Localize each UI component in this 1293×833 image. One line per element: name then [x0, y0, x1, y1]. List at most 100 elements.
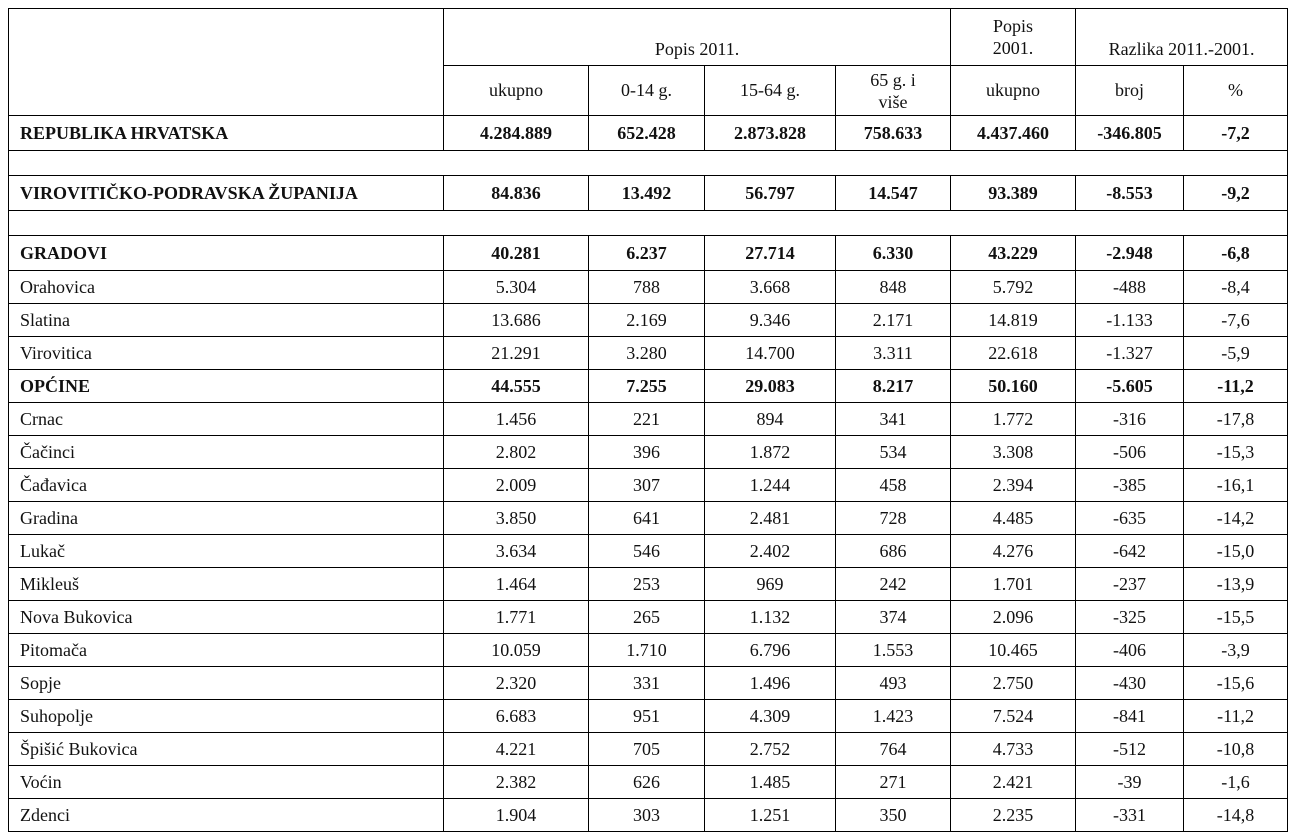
data-row: Gradina 3.850 641 2.481 728 4.485 -635 -14,2 — [8, 501, 1289, 535]
row-label: Pitomača — [8, 633, 444, 667]
data-row: Mikleuš 1.464 253 969 242 1.701 -237 -13,9 — [8, 567, 1289, 601]
cell-value: -512 — [1075, 732, 1185, 766]
column-header: ukupno — [443, 65, 589, 116]
table-body: Popis 2011. Popis 2001. Razlika 2011.-20… — [7, 8, 1289, 832]
cell-value: 303 — [588, 798, 705, 832]
data-row: Suhopolje 6.683 951 4.309 1.423 7.524 -841 -11,… — [8, 699, 1289, 733]
header-row: Popis 2011. Popis 2001. Razlika 2011.-20… — [8, 8, 1289, 116]
cell-value: 3.634 — [443, 534, 589, 568]
cell-value: 1.701 — [950, 567, 1077, 601]
cell-value: 14.819 — [950, 303, 1077, 337]
cell-value: 626 — [588, 765, 705, 799]
cell-value: 14.700 — [704, 336, 836, 370]
cell-value: -8.553 — [1075, 175, 1185, 211]
cell-value: 1.485 — [704, 765, 836, 799]
cell-value: 2.382 — [443, 765, 589, 799]
row-label: Orahovica — [8, 270, 444, 304]
cell-value: -11,2 — [1183, 699, 1289, 733]
row-label: OPĆINE — [8, 369, 444, 403]
cell-value: 4.276 — [950, 534, 1077, 568]
cell-value: -488 — [1075, 270, 1185, 304]
row-label: GRADOVI — [8, 235, 444, 271]
row-label: Suhopolje — [8, 699, 444, 733]
cell-value: -7,2 — [1183, 115, 1289, 151]
data-row: Crnac 1.456 221 894 341 1.772 -316 -17,8 — [8, 402, 1289, 436]
cell-value: -237 — [1075, 567, 1185, 601]
cell-value: -642 — [1075, 534, 1185, 568]
cell-value: 705 — [588, 732, 705, 766]
cell-value: -14,8 — [1183, 798, 1289, 832]
cell-value: 374 — [834, 600, 952, 634]
cell-value: -841 — [1075, 699, 1185, 733]
cell-value: 2.394 — [950, 468, 1077, 502]
cell-value: 4.485 — [950, 501, 1077, 535]
cell-value: 3.311 — [834, 336, 952, 370]
population-table: Popis 2011. Popis 2001. Razlika 2011.-20… — [7, 8, 1289, 832]
row-label: Gradina — [8, 501, 444, 535]
cell-value: 641 — [588, 501, 705, 535]
cell-value: -5.605 — [1075, 369, 1185, 403]
cell-value: 5.304 — [443, 270, 589, 304]
cell-value: 3.668 — [704, 270, 836, 304]
cell-value: 4.309 — [704, 699, 836, 733]
cell-value: -8,4 — [1183, 270, 1289, 304]
cell-value: -325 — [1075, 600, 1185, 634]
cell-value: 341 — [834, 402, 952, 436]
cell-value: 2.169 — [588, 303, 705, 337]
cell-value: 1.423 — [834, 699, 952, 733]
data-row: Lukač 3.634 546 2.402 686 4.276 -642 -15,0 — [8, 534, 1289, 568]
cell-value: 2.009 — [443, 468, 589, 502]
cell-value: 2.421 — [950, 765, 1077, 799]
header-cell: Popis 2011. — [442, 8, 952, 66]
data-row: REPUBLIKA HRVATSKA 4.284.889 652.428 2.873.… — [8, 115, 1289, 151]
cell-value: 2.752 — [704, 732, 836, 766]
cell-value: -5,9 — [1183, 336, 1289, 370]
cell-value: 894 — [704, 402, 836, 436]
cell-value: 788 — [588, 270, 705, 304]
row-label: Čađavica — [8, 468, 444, 502]
column-header: 0-14 g. — [588, 65, 705, 116]
cell-value: -316 — [1075, 402, 1185, 436]
cell-value: 2.802 — [443, 435, 589, 469]
cell-value: -15,5 — [1183, 600, 1289, 634]
cell-value: -11,2 — [1183, 369, 1289, 403]
cell-value: -15,0 — [1183, 534, 1289, 568]
cell-value: -14,2 — [1183, 501, 1289, 535]
cell-value: -346.805 — [1075, 115, 1185, 151]
cell-value: 1.872 — [704, 435, 836, 469]
cell-value: 534 — [834, 435, 952, 469]
cell-value: 2.750 — [950, 666, 1077, 700]
cell-value: 2.235 — [950, 798, 1077, 832]
cell-value: -2.948 — [1075, 235, 1185, 271]
column-header: 65 g. i više — [834, 65, 952, 116]
cell-value: -506 — [1075, 435, 1185, 469]
cell-value: 6.796 — [704, 633, 836, 667]
data-row: OPĆINE 44.555 7.255 29.083 8.217 50.160 -5.605… — [8, 369, 1289, 403]
cell-value: 93.389 — [950, 175, 1077, 211]
cell-value: -15,6 — [1183, 666, 1289, 700]
cell-value: -16,1 — [1183, 468, 1289, 502]
data-row: Pitomača 10.059 1.710 6.796 1.553 10.465 -406-… — [8, 633, 1289, 667]
row-label: VIROVITIČKO-PODRAVSKA ŽUPANIJA — [8, 175, 444, 211]
cell-value: 2.320 — [443, 666, 589, 700]
spacer-row — [7, 150, 1289, 176]
cell-value: 50.160 — [950, 369, 1077, 403]
cell-value: 1.771 — [443, 600, 589, 634]
cell-value: 546 — [588, 534, 705, 568]
cell-value: 396 — [588, 435, 705, 469]
data-row: Orahovica 5.304 788 3.668 848 5.792 -488 -8,4 — [8, 270, 1289, 304]
cell-value: 758.633 — [834, 115, 952, 151]
cell-value: -6,8 — [1183, 235, 1289, 271]
cell-value: 7.255 — [588, 369, 705, 403]
cell-value: -7,6 — [1183, 303, 1289, 337]
cell-value: 764 — [834, 732, 952, 766]
cell-value: -331 — [1075, 798, 1185, 832]
spacer-cell — [7, 150, 1289, 176]
cell-value: -9,2 — [1183, 175, 1289, 211]
cell-value: 21.291 — [443, 336, 589, 370]
cell-value: 1.456 — [443, 402, 589, 436]
header-cell: Popis 2001. — [950, 8, 1077, 66]
cell-value: -430 — [1075, 666, 1185, 700]
row-label: Špišić Bukovica — [8, 732, 444, 766]
